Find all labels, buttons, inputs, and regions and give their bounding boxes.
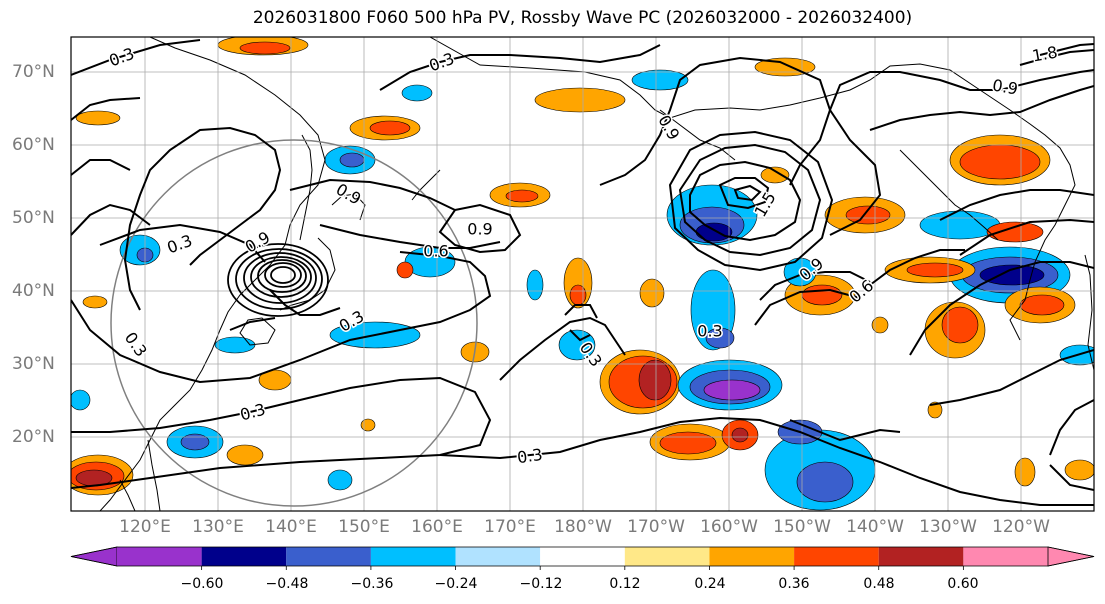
colorbar-tick: 0.48	[863, 576, 895, 592]
lon-label-150e: 150°E	[338, 517, 390, 537]
lon-label-120e: 120°E	[119, 517, 171, 537]
lon-label-130w: 130°W	[919, 517, 977, 537]
lon-label-170w: 170°W	[627, 517, 685, 537]
lon-label-140w: 140°W	[846, 517, 904, 537]
contour-label: 0.6	[423, 242, 448, 261]
lat-label-70n: 70°N	[12, 62, 55, 82]
colorbar-segment	[540, 547, 625, 566]
colorbar-outline	[70, 546, 1095, 567]
lon-label-120w: 120°W	[992, 517, 1050, 537]
colorbar-tick: −0.24	[434, 576, 478, 592]
colorbar-tick: −0.48	[265, 576, 309, 592]
colorbar-segment	[794, 547, 879, 566]
plot-frame	[70, 36, 1095, 512]
lat-label-20n: 20°N	[12, 427, 55, 447]
domain-circle	[110, 139, 478, 507]
colorbar-tick: 0.24	[694, 576, 726, 592]
colorbar-tick: −0.12	[519, 576, 563, 592]
colorbar-segment	[370, 547, 456, 566]
lon-label-150w: 150°W	[773, 517, 831, 537]
lon-label-170e: 170°E	[484, 517, 536, 537]
colorbar-tick: 0.12	[609, 576, 641, 592]
lon-label-160w: 160°W	[700, 517, 758, 537]
lat-label-30n: 30°N	[12, 354, 55, 374]
contour-label: 0.3	[697, 322, 722, 341]
lat-label-60n: 60°N	[12, 135, 55, 155]
colorbar-tick: −0.60	[180, 576, 224, 592]
colorbar-segment	[201, 547, 287, 566]
lat-label-40n: 40°N	[12, 281, 55, 301]
colorbar-segment	[624, 547, 710, 566]
colorbar-tick: 0.36	[778, 576, 810, 592]
colorbar-tick: 0.60	[947, 576, 979, 592]
lon-label-160e: 160°E	[411, 517, 463, 537]
contour-label: 1.8	[1031, 42, 1059, 65]
colorbar-extend-high	[1047, 546, 1095, 567]
colorbar-segment	[117, 547, 202, 566]
colorbar-segment	[455, 547, 541, 566]
colorbar-segment	[286, 547, 371, 566]
contour-label: 0.3	[516, 445, 544, 467]
lon-label-140e: 140°E	[265, 517, 317, 537]
pv-contours	[71, 39, 1094, 506]
lat-label-50n: 50°N	[12, 208, 55, 228]
colorbar-extend-low	[70, 546, 118, 567]
lon-label-130e: 130°E	[192, 517, 244, 537]
lon-label-180w: 180°W	[554, 517, 612, 537]
graticule	[71, 37, 1094, 511]
colorbar-segment	[878, 547, 964, 566]
colorbar-segment	[963, 547, 1048, 566]
colorbar	[70, 546, 1095, 570]
colorbar-segment	[709, 547, 795, 566]
japan-low-rings	[227, 243, 329, 317]
colorbar-tick: −0.36	[350, 576, 394, 592]
contour-label: 0.9	[467, 220, 492, 239]
map-title: 2026031800 F060 500 hPa PV, Rossby Wave …	[252, 8, 913, 28]
coastlines	[99, 37, 1094, 511]
contour-label: 0.9	[991, 75, 1019, 98]
